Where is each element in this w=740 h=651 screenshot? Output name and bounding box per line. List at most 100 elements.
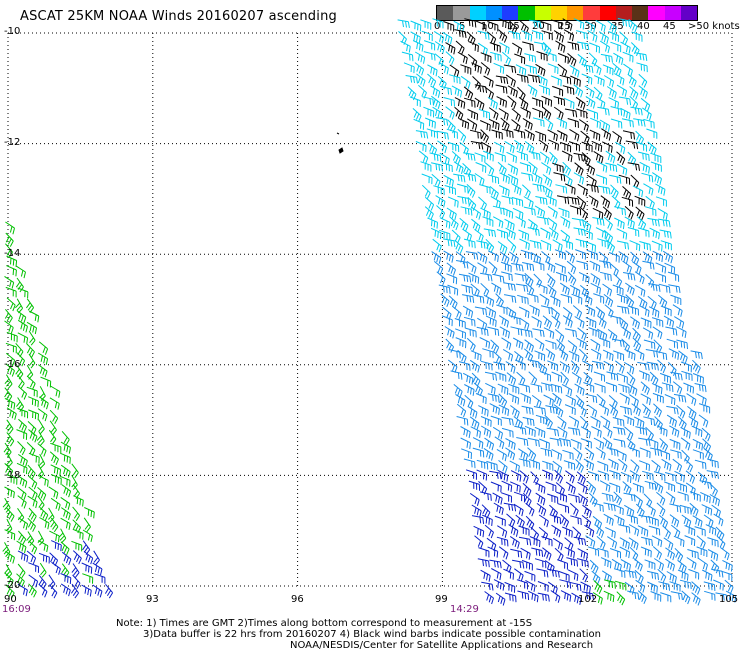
- wind-barb-path: [463, 316, 476, 327]
- wind-barb-path: [48, 584, 58, 599]
- wind-barb-path: [474, 306, 487, 316]
- wind-barb: [613, 273, 623, 288]
- wind-barb-path: [713, 513, 724, 527]
- wind-barb-path: [680, 361, 692, 373]
- wind-barb: [18, 418, 27, 433]
- wind-barb: [707, 549, 719, 561]
- wind-barb: [700, 491, 711, 504]
- wind-barb-path: [599, 40, 610, 54]
- wind-barb-path: [691, 581, 701, 595]
- wind-barb: [674, 316, 685, 329]
- wind-barb-path: [60, 583, 71, 597]
- wind-barb: [464, 18, 477, 28]
- wind-barb-path: [440, 293, 450, 307]
- wind-barb: [597, 460, 609, 472]
- wind-barb: [575, 394, 585, 409]
- wind-barb: [547, 568, 560, 578]
- wind-barb: [551, 524, 562, 538]
- wind-barb: [513, 129, 526, 139]
- wind-barb-path: [476, 326, 489, 336]
- wind-barb: [475, 20, 487, 32]
- wind-barb-path: [524, 425, 536, 437]
- wind-barb: [579, 206, 589, 221]
- wind-barb: [498, 393, 508, 408]
- wind-barb: [18, 453, 28, 467]
- wind-barb: [505, 227, 516, 240]
- wind-barb: [628, 19, 638, 33]
- wind-barb: [414, 51, 426, 64]
- wind-barb: [644, 559, 656, 570]
- wind-barb: [578, 348, 588, 363]
- wind-barb: [519, 162, 531, 173]
- wind-barb-path: [496, 448, 507, 462]
- wind-barb: [595, 306, 606, 320]
- wind-barb: [620, 41, 631, 54]
- wind-barb: [501, 271, 513, 281]
- wind-barb: [438, 284, 451, 294]
- wind-barb: [478, 108, 490, 120]
- wind-barb-path: [528, 371, 538, 386]
- wind-barb: [28, 310, 40, 323]
- wind-barb-path: [651, 535, 663, 548]
- wind-barb: [643, 183, 654, 196]
- wind-barb-path: [414, 62, 425, 76]
- wind-barb: [574, 316, 585, 329]
- wind-barb-path: [616, 293, 628, 305]
- wind-barb-path: [663, 537, 674, 551]
- wind-barb: [577, 327, 587, 341]
- wind-barb: [480, 62, 491, 76]
- wind-barb-path: [6, 452, 13, 468]
- wind-barb: [703, 514, 714, 528]
- wind-barb: [534, 350, 546, 362]
- wind-barb-path: [552, 239, 563, 252]
- wind-barb: [535, 63, 546, 77]
- wind-barb-path: [567, 569, 579, 581]
- wind-barb-path: [715, 526, 725, 541]
- wind-barb-path: [577, 183, 588, 197]
- wind-barb-path: [492, 273, 505, 283]
- wind-barb: [549, 151, 558, 166]
- wind-barb: [575, 249, 587, 260]
- wind-barb-path: [711, 568, 724, 578]
- wind-barb-path: [498, 315, 509, 328]
- wind-barb: [424, 196, 435, 211]
- wind-barb: [569, 64, 580, 78]
- wind-barb: [454, 106, 464, 121]
- colorbar-label: 5: [459, 21, 466, 32]
- wind-barb-path: [82, 540, 91, 555]
- wind-barb: [536, 568, 549, 578]
- wind-barb-path: [624, 349, 636, 361]
- wind-barb-path: [16, 462, 28, 475]
- wind-barb: [630, 251, 640, 266]
- wind-barb-path: [4, 275, 15, 289]
- wind-barb-path: [412, 108, 422, 122]
- wind-barb: [26, 550, 37, 565]
- wind-barb-path: [605, 239, 616, 253]
- wind-barb: [528, 371, 538, 386]
- wind-barb-path: [637, 590, 647, 604]
- wind-barb-path: [487, 326, 500, 336]
- wind-barb-path: [560, 513, 570, 528]
- wind-barb: [704, 590, 716, 601]
- wind-barb-path: [648, 306, 660, 318]
- wind-barb: [650, 161, 662, 172]
- wind-barb: [557, 63, 568, 78]
- wind-barb: [575, 96, 586, 110]
- wind-barb-path: [645, 195, 655, 210]
- wind-barb: [60, 441, 71, 454]
- wind-barb: [471, 372, 481, 387]
- wind-barb-path: [431, 251, 442, 264]
- wind-barb-path: [711, 504, 721, 518]
- wind-barb-path: [38, 341, 49, 355]
- wind-barb: [569, 128, 580, 142]
- wind-barb: [524, 53, 537, 63]
- wind-barb: [446, 207, 457, 221]
- wind-barb: [537, 592, 550, 602]
- wind-barb: [440, 293, 450, 307]
- wind-barb-path: [480, 62, 491, 76]
- wind-barb: [635, 503, 645, 518]
- wind-barb-path: [700, 491, 711, 504]
- wind-barb-path: [423, 51, 436, 61]
- wind-barb: [72, 528, 84, 540]
- wind-barb-path: [480, 360, 493, 371]
